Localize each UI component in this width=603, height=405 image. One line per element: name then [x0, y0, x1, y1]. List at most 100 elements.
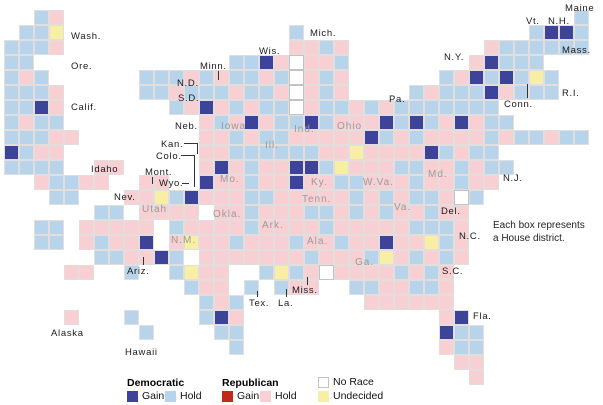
district-cell: [379, 190, 394, 205]
district-cell: [34, 40, 49, 55]
district-cell: [379, 280, 394, 295]
district-cell: [454, 310, 469, 325]
district-cell: [319, 220, 334, 235]
district-cell: [49, 40, 64, 55]
district-cell: [199, 235, 214, 250]
district-cell: [544, 85, 559, 100]
district-cell: [349, 145, 364, 160]
district-cell: [184, 190, 199, 205]
state-label: Conn.: [504, 99, 533, 110]
district-cell: [304, 205, 319, 220]
district-cell: [439, 295, 454, 310]
district-cell: [559, 130, 574, 145]
district-cell: [439, 160, 454, 175]
district-cell: [244, 235, 259, 250]
district-cell: [349, 160, 364, 175]
district-cell: [64, 265, 79, 280]
district-cell: [214, 325, 229, 340]
district-cell: [499, 85, 514, 100]
district-cell: [244, 175, 259, 190]
state-label: Mass.: [562, 45, 591, 56]
district-cell: [94, 205, 109, 220]
district-cell: [514, 85, 529, 100]
district-cell: [439, 115, 454, 130]
district-cell: [229, 220, 244, 235]
district-cell: [214, 85, 229, 100]
district-cell: [229, 295, 244, 310]
district-cell: [334, 265, 349, 280]
district-cell: [139, 205, 154, 220]
district-cell: [199, 250, 214, 265]
district-cell: [469, 115, 484, 130]
dem-hold-swatch: [165, 391, 176, 402]
district-cell: [409, 130, 424, 145]
district-cell: [259, 145, 274, 160]
district-cell: [19, 160, 34, 175]
district-cell: [139, 175, 154, 190]
district-cell: [469, 145, 484, 160]
district-cell: [49, 85, 64, 100]
district-cell: [454, 85, 469, 100]
state-label: Ore.: [71, 61, 93, 72]
district-cell: [244, 160, 259, 175]
district-cell: [334, 205, 349, 220]
district-cell: [454, 145, 469, 160]
district-cell: [304, 220, 319, 235]
state-label: Okla.: [213, 209, 242, 220]
district-cell: [274, 235, 289, 250]
state-label: Alaska: [51, 328, 84, 339]
district-cell: [19, 145, 34, 160]
district-cell: [454, 130, 469, 145]
district-cell: [334, 145, 349, 160]
district-cell: [214, 265, 229, 280]
district-cell: [244, 220, 259, 235]
district-cell: [139, 85, 154, 100]
district-cell: [349, 175, 364, 190]
district-cell: [454, 325, 469, 340]
district-cell: [154, 205, 169, 220]
district-cell: [229, 70, 244, 85]
district-cell: [199, 160, 214, 175]
district-cell: [334, 70, 349, 85]
state-label: Calif.: [71, 102, 97, 113]
district-cell: [244, 115, 259, 130]
district-cell: [19, 25, 34, 40]
district-cell: [229, 175, 244, 190]
district-cell: [424, 220, 439, 235]
district-cell: [289, 220, 304, 235]
district-cell: [214, 70, 229, 85]
district-cell: [349, 115, 364, 130]
district-cell: [244, 145, 259, 160]
dem-hold-label: Hold: [180, 390, 202, 402]
district-cell: [199, 220, 214, 235]
district-cell: [319, 250, 334, 265]
district-cell: [394, 250, 409, 265]
district-cell: [439, 100, 454, 115]
district-cell: [364, 280, 379, 295]
label-tick-line: [184, 143, 198, 144]
district-cell: [379, 265, 394, 280]
district-cell: [169, 265, 184, 280]
district-cell: [154, 190, 169, 205]
state-label: Ind.: [294, 124, 315, 135]
district-cell: [19, 115, 34, 130]
district-cell: [499, 160, 514, 175]
district-cell: [19, 130, 34, 145]
district-cell: [439, 130, 454, 145]
district-cell: [514, 55, 529, 70]
state-label: Minn.: [200, 61, 227, 72]
district-cell: [274, 220, 289, 235]
district-cell: [394, 115, 409, 130]
district-cell: [274, 100, 289, 115]
district-cell: [169, 250, 184, 265]
district-cell: [304, 265, 319, 280]
district-cell: [94, 160, 109, 175]
district-cell: [394, 160, 409, 175]
district-cell: [334, 235, 349, 250]
district-cell: [334, 220, 349, 235]
district-cell: [319, 235, 334, 250]
state-label: N.H.: [548, 16, 570, 27]
district-cell: [379, 100, 394, 115]
district-cell: [289, 55, 304, 70]
district-cell: [154, 250, 169, 265]
